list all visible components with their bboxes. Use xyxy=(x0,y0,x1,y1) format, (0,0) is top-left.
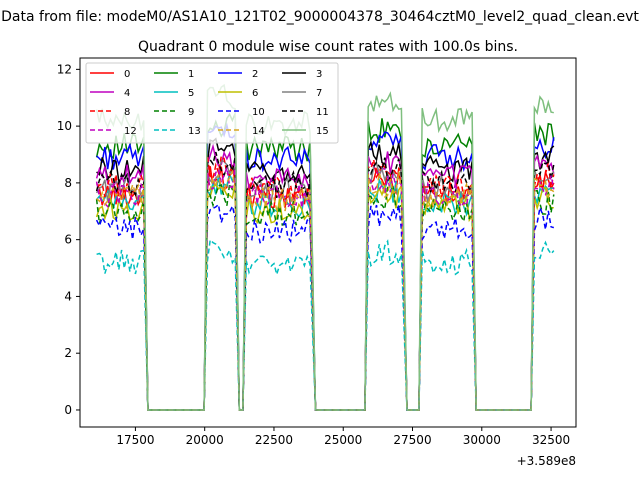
legend-label: 3 xyxy=(316,69,322,80)
series-line-14 xyxy=(96,169,555,411)
legend-label: 9 xyxy=(188,107,194,118)
legend-label: 1 xyxy=(188,69,194,80)
series-line-11 xyxy=(95,151,555,411)
series-line-7 xyxy=(95,159,555,411)
x-tick-label: 17500 xyxy=(116,433,154,447)
series-line-10 xyxy=(95,203,555,411)
legend-label: 6 xyxy=(252,88,258,99)
x-axis-offset-label: +3.589e8 xyxy=(517,454,576,468)
y-tick-label: 12 xyxy=(57,62,72,76)
axes-frame xyxy=(79,57,577,428)
series-line-12 xyxy=(95,164,555,411)
y-tick-label: 2 xyxy=(64,346,72,360)
x-tick-label: 27500 xyxy=(393,433,431,447)
legend-label: 10 xyxy=(252,107,265,118)
legend-label: 4 xyxy=(124,88,130,99)
legend-label: 5 xyxy=(188,88,194,99)
y-tick-label: 10 xyxy=(57,119,72,133)
y-tick-label: 4 xyxy=(64,289,72,303)
series-line-3 xyxy=(96,137,555,411)
x-tick-label: 30000 xyxy=(463,433,501,447)
y-tick-label: 8 xyxy=(64,176,72,190)
x-tick-label: 20000 xyxy=(186,433,224,447)
x-tick-label: 32500 xyxy=(532,433,570,447)
legend-label: 8 xyxy=(124,107,130,118)
legend-label: 14 xyxy=(252,126,265,137)
legend-label: 7 xyxy=(316,88,322,99)
series-line-2 xyxy=(96,122,555,411)
legend-label: 13 xyxy=(188,126,201,137)
series-line-13 xyxy=(96,238,555,411)
series-line-0 xyxy=(95,164,555,411)
series-line-5 xyxy=(96,171,554,411)
series-line-8 xyxy=(96,154,555,411)
y-axis-ticks: 0 2 4 6 8 10 12 xyxy=(57,62,80,417)
x-tick-label: 22500 xyxy=(255,433,293,447)
x-tick-label: 25000 xyxy=(324,433,362,447)
legend-label: 11 xyxy=(316,107,329,118)
y-tick-label: 6 xyxy=(64,233,72,247)
legend-label: 0 xyxy=(124,69,130,80)
series-line-6 xyxy=(95,182,554,411)
legend-label: 12 xyxy=(124,126,137,137)
legend-frame xyxy=(85,62,339,144)
series-line-9 xyxy=(95,181,555,411)
y-tick-label: 0 xyxy=(64,403,72,417)
series-line-4 xyxy=(95,143,555,411)
chart-title: Quadrant 0 module wise count rates with … xyxy=(138,39,518,55)
x-axis-ticks: 17500 20000 22500 25000 27500 30000 32500 xyxy=(116,427,570,447)
legend-label: 2 xyxy=(252,69,258,80)
figure-suptitle: Data from file: modeM0/AS1A10_121T02_900… xyxy=(1,9,639,25)
legend-label: 15 xyxy=(316,126,329,137)
series-line-1 xyxy=(95,112,555,411)
